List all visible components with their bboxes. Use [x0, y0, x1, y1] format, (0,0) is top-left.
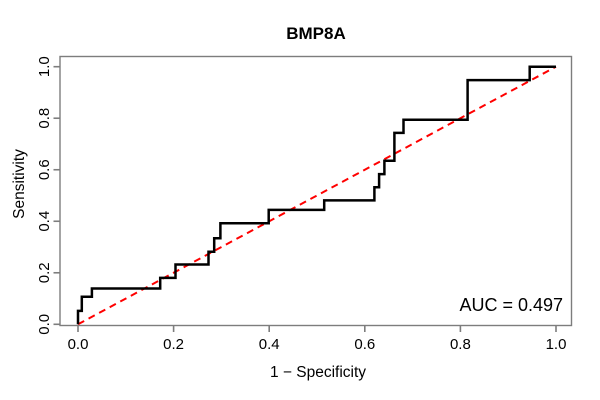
axis-ticks: 0.0 0.2 0.4 0.6 0.8 1.0 0.0 0.2 0.4 0.6 0.8 1.0	[36, 56, 566, 353]
y-tick-label: 0.6	[36, 159, 53, 180]
x-tick-label: 0.6	[354, 336, 375, 353]
roc-curve	[76, 65, 556, 325]
x-tick-label: 0.8	[450, 336, 471, 353]
x-tick-label: 1.0	[546, 336, 567, 353]
x-tick-label: 0.2	[163, 336, 184, 353]
y-tick-label: 0.4	[36, 211, 53, 232]
y-tick-label: 0.8	[36, 108, 53, 129]
x-axis-title: 1 − Specificity	[270, 364, 366, 381]
reference-diagonal	[77, 65, 557, 326]
y-tick-label: 0.0	[36, 314, 53, 335]
y-tick-label: 1.0	[36, 56, 53, 77]
x-tick-label: 0.4	[259, 336, 280, 353]
x-tick-label: 0.0	[68, 336, 89, 353]
y-tick-label: 0.2	[36, 262, 53, 283]
y-axis-title: Sensitivity	[11, 149, 28, 219]
curves	[76, 65, 557, 326]
auc-annotation: AUC = 0.497	[459, 295, 563, 315]
plot-frame	[59, 55, 573, 327]
chart-title: BMP8A	[286, 24, 346, 43]
